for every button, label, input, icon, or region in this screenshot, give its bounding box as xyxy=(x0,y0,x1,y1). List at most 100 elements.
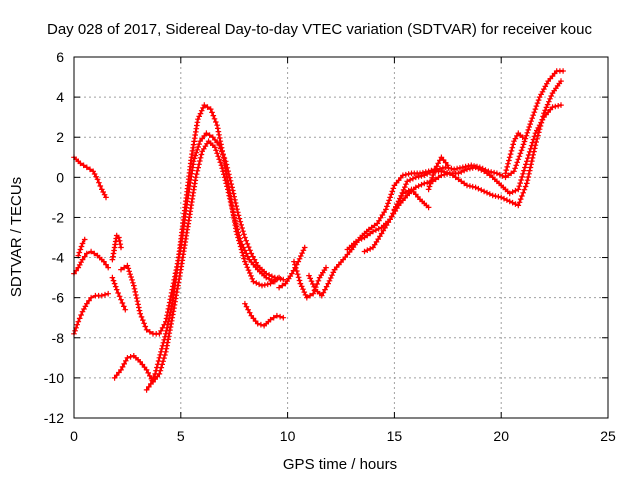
data-point xyxy=(79,240,86,247)
data-point xyxy=(215,153,221,160)
data-point xyxy=(469,183,476,190)
data-point xyxy=(386,197,392,204)
data-point xyxy=(431,169,437,175)
data-point xyxy=(528,161,534,168)
data-point xyxy=(528,118,534,124)
data-point xyxy=(267,280,274,287)
data-point xyxy=(105,290,111,297)
data-point xyxy=(245,306,251,313)
data-point xyxy=(544,101,551,108)
data-point xyxy=(404,178,410,185)
data-point xyxy=(433,163,440,170)
data-point xyxy=(273,276,279,283)
data-point xyxy=(415,173,422,180)
data-point xyxy=(237,243,244,250)
data-point xyxy=(445,162,451,169)
data-point xyxy=(481,168,487,175)
data-point xyxy=(203,130,210,136)
data-point xyxy=(235,234,241,241)
data-point xyxy=(320,289,327,296)
data-point xyxy=(121,303,127,310)
data-point xyxy=(236,237,242,244)
data-point xyxy=(249,276,255,282)
data-point xyxy=(512,165,518,172)
data-point xyxy=(440,165,446,171)
data-point xyxy=(515,186,522,193)
data-point xyxy=(447,170,453,177)
data-point xyxy=(502,170,509,177)
data-point xyxy=(147,329,153,335)
data-point xyxy=(234,231,240,238)
data-point xyxy=(124,262,131,269)
data-point xyxy=(469,165,476,171)
data-point xyxy=(213,119,219,125)
data-point xyxy=(99,292,105,299)
data-point xyxy=(524,158,530,165)
data-point xyxy=(198,151,205,158)
data-point xyxy=(508,148,515,154)
data-point xyxy=(527,164,534,171)
data-point xyxy=(119,364,126,370)
data-point xyxy=(405,171,412,177)
data-point xyxy=(421,180,428,187)
x-axis-label: GPS time / hours xyxy=(283,456,397,473)
series-arc-3 xyxy=(75,236,88,259)
data-point xyxy=(164,324,170,331)
data-point xyxy=(280,276,287,283)
data-point xyxy=(152,371,158,377)
data-point xyxy=(237,218,244,225)
data-point xyxy=(248,250,255,257)
data-point xyxy=(531,109,538,115)
data-point xyxy=(96,179,102,186)
data-point xyxy=(522,164,528,171)
data-point xyxy=(81,236,88,243)
data-point xyxy=(487,172,493,179)
data-point xyxy=(78,243,85,250)
data-point xyxy=(201,102,208,108)
data-point xyxy=(126,268,132,275)
data-point xyxy=(322,286,328,293)
data-point xyxy=(505,160,511,167)
data-point xyxy=(136,304,142,311)
data-point xyxy=(519,134,526,140)
series-arc-19 xyxy=(502,130,526,177)
data-point xyxy=(400,190,406,197)
data-point xyxy=(143,367,150,373)
y-tick-label: -6 xyxy=(52,290,65,306)
data-point xyxy=(522,183,529,190)
y-tick-label: 2 xyxy=(56,129,64,145)
data-point xyxy=(301,244,308,251)
data-point xyxy=(519,193,525,199)
x-tick-label: 15 xyxy=(387,428,403,444)
data-point xyxy=(219,148,225,154)
data-point xyxy=(301,289,308,295)
data-point xyxy=(543,104,550,111)
data-point xyxy=(216,156,222,163)
y-tick-label: 4 xyxy=(56,89,64,105)
data-point xyxy=(158,328,164,334)
data-point xyxy=(84,250,90,257)
data-point xyxy=(86,297,92,304)
data-point xyxy=(136,307,143,314)
y-tick-label: 6 xyxy=(56,49,64,65)
data-point xyxy=(192,152,199,159)
data-point xyxy=(521,138,528,145)
data-point xyxy=(489,192,496,199)
data-point xyxy=(405,187,412,194)
data-point xyxy=(118,266,124,273)
data-point xyxy=(307,292,313,299)
series-arc-5 xyxy=(109,232,124,263)
series-arc-10 xyxy=(242,300,287,329)
data-point xyxy=(507,151,514,157)
data-point xyxy=(451,166,457,173)
data-point xyxy=(118,296,124,303)
data-point xyxy=(214,150,220,157)
data-point xyxy=(530,136,537,143)
data-point xyxy=(194,168,201,174)
data-point xyxy=(206,132,213,138)
data-point xyxy=(127,271,133,277)
data-point xyxy=(76,249,83,256)
data-point xyxy=(254,320,261,327)
data-point xyxy=(540,113,546,120)
data-point xyxy=(358,236,365,242)
